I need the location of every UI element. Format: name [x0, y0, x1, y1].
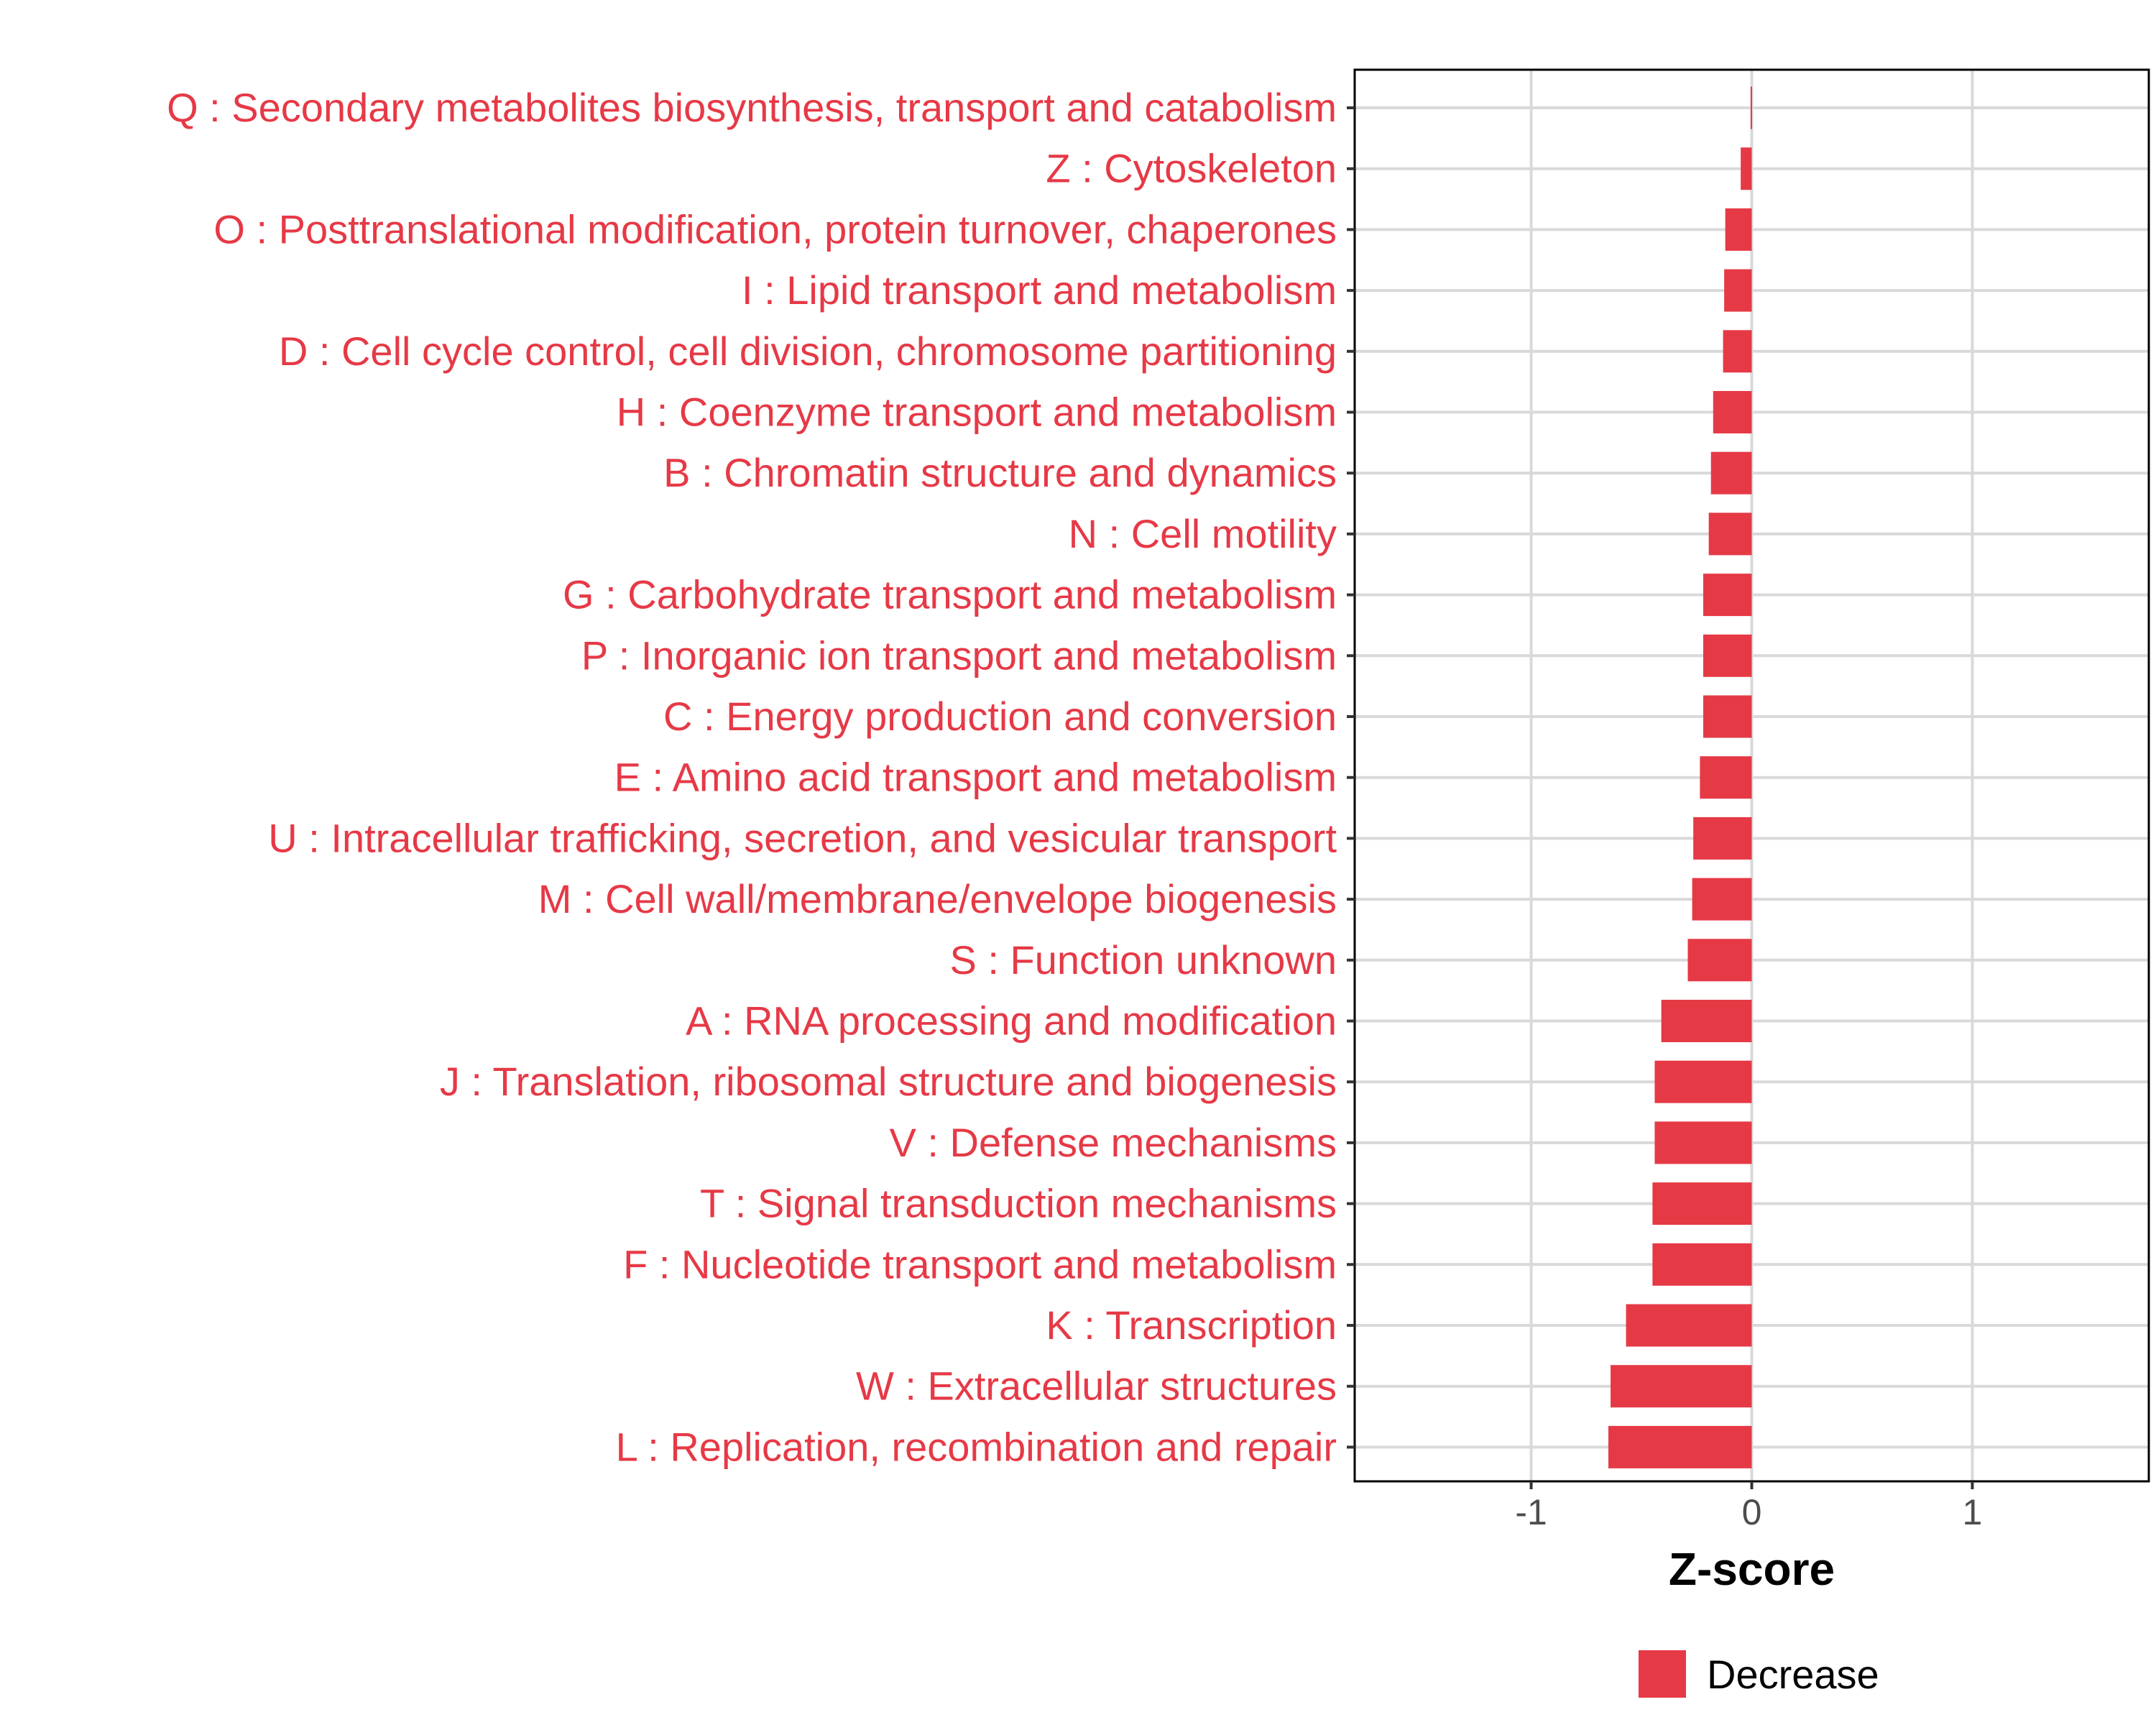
bar-21	[1611, 1365, 1752, 1408]
category-label-16: J : Translation, ribosomal structure and…	[440, 1059, 1337, 1104]
category-label-3: I : Lipid transport and metabolism	[742, 267, 1337, 313]
bar-1	[1741, 147, 1752, 190]
bar-5	[1713, 391, 1752, 433]
legend-label-decrease: Decrease	[1707, 1652, 1879, 1697]
category-label-20: K : Transcription	[1046, 1302, 1337, 1348]
category-label-9: P : Inorganic ion transport and metaboli…	[581, 632, 1337, 678]
bar-17	[1654, 1121, 1752, 1164]
bar-0	[1750, 86, 1752, 129]
category-label-12: U : Intracellular trafficking, secretion…	[268, 815, 1337, 860]
bar-7	[1708, 512, 1752, 556]
x-tick-label-1: 0	[1742, 1492, 1762, 1532]
category-label-17: V : Defense mechanisms	[890, 1120, 1337, 1165]
category-label-7: N : Cell motility	[1069, 511, 1337, 556]
category-label-0: Q : Secondary metabolites biosynthesis, …	[167, 85, 1337, 130]
category-label-22: L : Replication, recombination and repai…	[616, 1424, 1337, 1469]
legend: Decrease	[1639, 1650, 1879, 1698]
x-tick-label-0: -1	[1515, 1492, 1547, 1532]
bar-8	[1703, 574, 1752, 617]
x-tick-label-2: 1	[1963, 1492, 1983, 1532]
bar-14	[1687, 939, 1752, 982]
category-label-18: T : Signal transduction mechanisms	[700, 1181, 1337, 1226]
category-label-4: D : Cell cycle control, cell division, c…	[279, 328, 1337, 374]
bar-16	[1654, 1060, 1752, 1103]
bar-4	[1723, 330, 1752, 373]
category-label-15: A : RNA processing and modification	[686, 998, 1337, 1044]
legend-swatch-decrease	[1639, 1650, 1686, 1698]
bar-15	[1661, 1000, 1752, 1042]
category-label-11: E : Amino acid transport and metabolism	[614, 755, 1337, 800]
category-label-14: S : Function unknown	[949, 937, 1337, 983]
bars	[1608, 86, 1752, 1468]
category-label-1: Z : Cytoskeleton	[1046, 146, 1337, 191]
x-axis-ticks: -1 0 1	[1515, 1481, 1982, 1532]
bar-11	[1700, 756, 1752, 799]
category-label-8: G : Carbohydrate transport and metabolis…	[563, 572, 1337, 617]
category-label-10: C : Energy production and conversion	[663, 694, 1337, 739]
bar-9	[1703, 634, 1752, 677]
bar-13	[1692, 878, 1752, 921]
bar-22	[1608, 1425, 1752, 1468]
category-labels: Q : Secondary metabolites biosynthesis, …	[167, 85, 1355, 1469]
bar-20	[1626, 1304, 1752, 1347]
category-label-13: M : Cell wall/membrane/envelope biogenes…	[538, 876, 1337, 921]
bar-2	[1725, 208, 1752, 251]
bar-18	[1652, 1182, 1752, 1225]
category-label-5: H : Coenzyme transport and metabolism	[617, 390, 1337, 435]
bar-12	[1693, 816, 1752, 860]
category-label-19: F : Nucleotide transport and metabolism	[623, 1241, 1337, 1287]
category-label-21: W : Extracellular structures	[856, 1363, 1337, 1409]
category-label-6: B : Chromatin structure and dynamics	[663, 450, 1337, 495]
category-label-2: O : Posttranslational modification, prot…	[213, 206, 1337, 252]
bar-6	[1710, 451, 1752, 494]
bar-3	[1724, 269, 1752, 312]
bar-10	[1703, 695, 1752, 738]
bar-19	[1652, 1243, 1752, 1286]
x-axis-title: Z-score	[1669, 1543, 1835, 1595]
